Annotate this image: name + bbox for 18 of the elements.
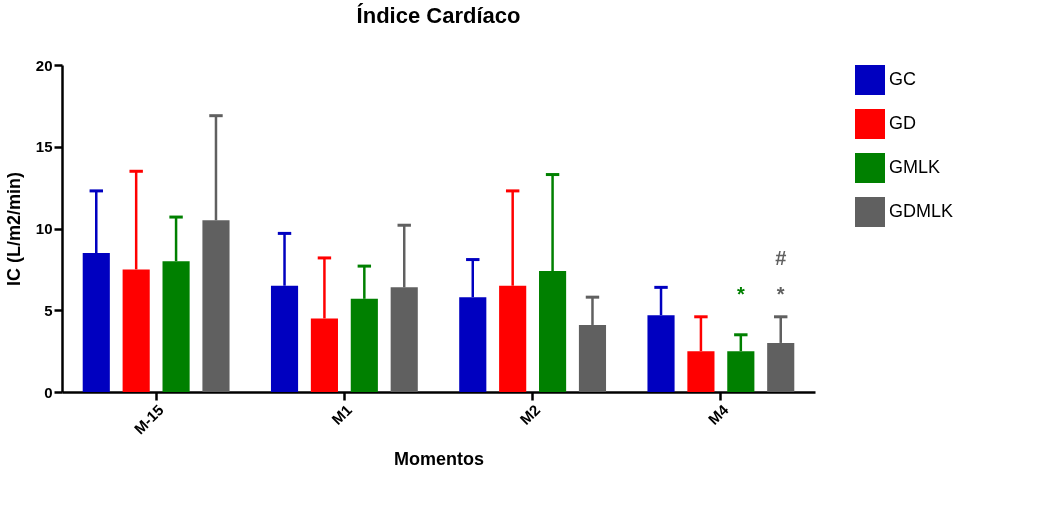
chart-title: Índice Cardíaco bbox=[356, 3, 521, 28]
x-tick-label: M2 bbox=[516, 401, 544, 428]
y-tick-label: 5 bbox=[44, 301, 53, 319]
x-tick-label: M4 bbox=[704, 400, 732, 428]
x-axis-title: Momentos bbox=[394, 449, 484, 470]
annotation: * bbox=[776, 282, 785, 305]
y-tick-label: 15 bbox=[35, 138, 53, 156]
annotation: * bbox=[736, 282, 745, 305]
legend-label: GDMLK bbox=[889, 201, 954, 221]
y-tick-label: 0 bbox=[44, 383, 53, 401]
legend-label: GMLK bbox=[889, 157, 941, 177]
annotation: # bbox=[775, 246, 787, 269]
y-tick-label: 10 bbox=[35, 220, 53, 237]
legend-label: GD bbox=[889, 113, 916, 133]
y-tick-label: 20 bbox=[35, 56, 53, 74]
legend-label: GC bbox=[889, 69, 916, 89]
x-tick-label: M1 bbox=[328, 401, 355, 428]
y-axis-title: IC (L/m2/min) bbox=[3, 171, 24, 287]
